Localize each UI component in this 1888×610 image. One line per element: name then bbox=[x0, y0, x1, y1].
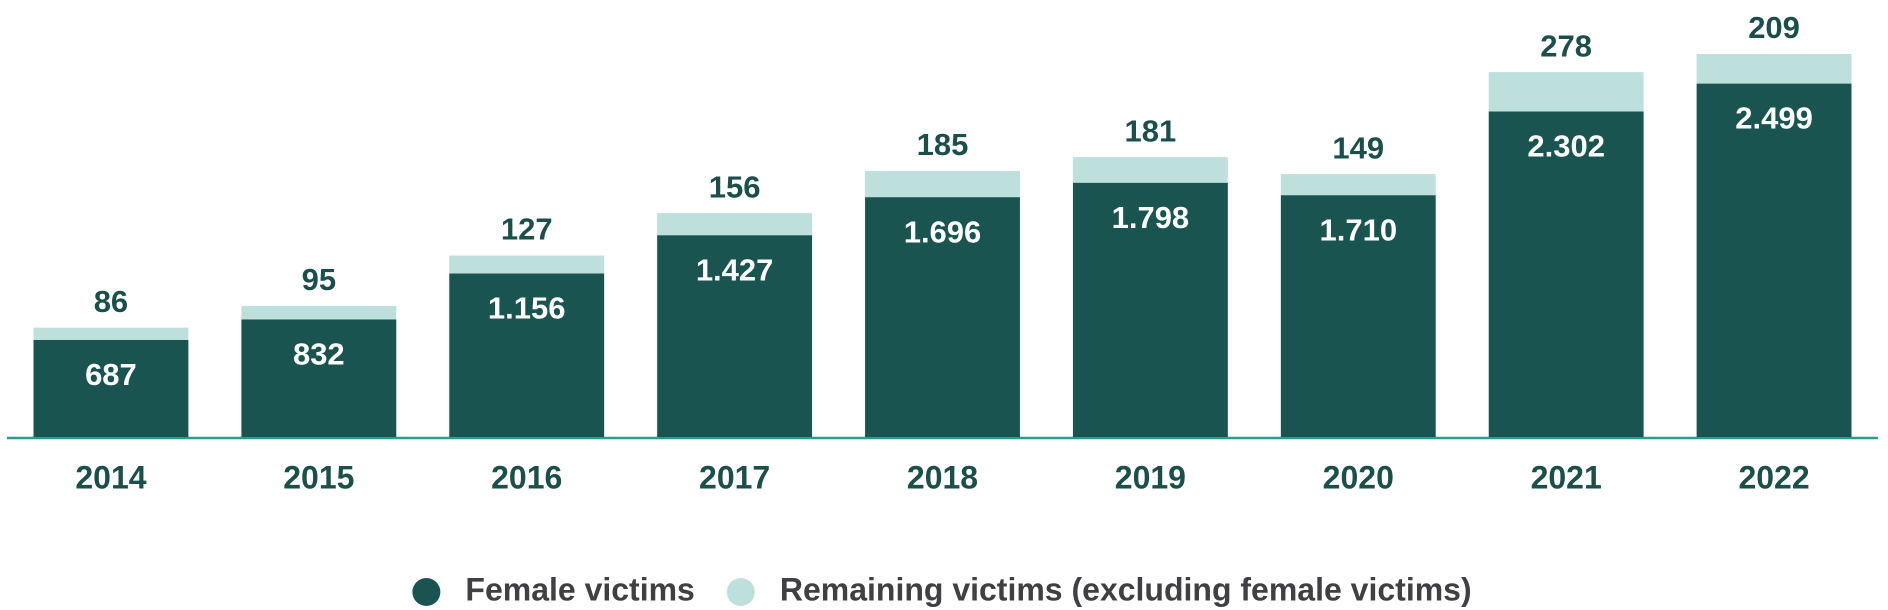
value-label: 2.499 bbox=[1735, 101, 1813, 136]
bar-segment bbox=[657, 213, 813, 236]
value-label: 149 bbox=[1332, 130, 1384, 165]
value-label: 1.710 bbox=[1319, 212, 1397, 247]
x-tick-label: 2015 bbox=[283, 459, 354, 495]
value-label: 209 bbox=[1748, 10, 1800, 45]
bar-segment bbox=[1488, 72, 1644, 112]
bar-segment bbox=[1072, 157, 1228, 183]
bar-segment bbox=[1280, 174, 1436, 196]
bar-segment bbox=[33, 327, 189, 340]
value-label: 2.302 bbox=[1527, 129, 1605, 164]
value-label: 687 bbox=[85, 357, 137, 392]
value-label: 156 bbox=[709, 169, 761, 204]
value-label: 1.427 bbox=[696, 252, 774, 287]
value-label: 1.156 bbox=[488, 291, 566, 326]
value-label: 1.798 bbox=[1112, 200, 1190, 235]
legend-label: Remaining victims (excluding female vict… bbox=[780, 571, 1472, 607]
legend-marker bbox=[412, 578, 441, 606]
bar-segment bbox=[449, 273, 605, 437]
x-tick-label: 2017 bbox=[699, 459, 770, 495]
value-label: 181 bbox=[1125, 113, 1177, 148]
x-tick-label: 2020 bbox=[1323, 459, 1394, 495]
value-label: 95 bbox=[302, 262, 336, 297]
x-tick-label: 2016 bbox=[491, 459, 562, 495]
bar-segment bbox=[33, 339, 189, 437]
bar-segment bbox=[1072, 182, 1228, 437]
bar-segment bbox=[865, 197, 1020, 437]
bar-segment bbox=[657, 235, 813, 437]
bar-segment bbox=[241, 319, 397, 437]
value-label: 1.696 bbox=[904, 214, 982, 249]
value-label: 278 bbox=[1540, 28, 1592, 63]
x-tick-label: 2019 bbox=[1115, 459, 1186, 495]
bar-segment bbox=[1280, 195, 1436, 437]
x-tick-label: 2018 bbox=[907, 459, 978, 495]
bar-segment bbox=[1696, 54, 1852, 84]
value-label: 185 bbox=[917, 127, 969, 162]
value-label: 86 bbox=[94, 284, 128, 319]
value-label: 127 bbox=[501, 212, 553, 247]
legend-marker bbox=[726, 578, 755, 606]
x-tick-label: 2022 bbox=[1738, 459, 1809, 495]
legend-label: Female victims bbox=[465, 571, 694, 607]
value-label: 832 bbox=[293, 337, 345, 372]
bar-segment bbox=[241, 305, 397, 320]
bar-segment bbox=[1488, 111, 1644, 437]
bar-segment bbox=[865, 170, 1020, 198]
x-tick-label: 2014 bbox=[75, 459, 146, 495]
x-tick-label: 2021 bbox=[1531, 459, 1602, 495]
bar-segment bbox=[449, 255, 605, 274]
bar-segment bbox=[1696, 83, 1852, 438]
